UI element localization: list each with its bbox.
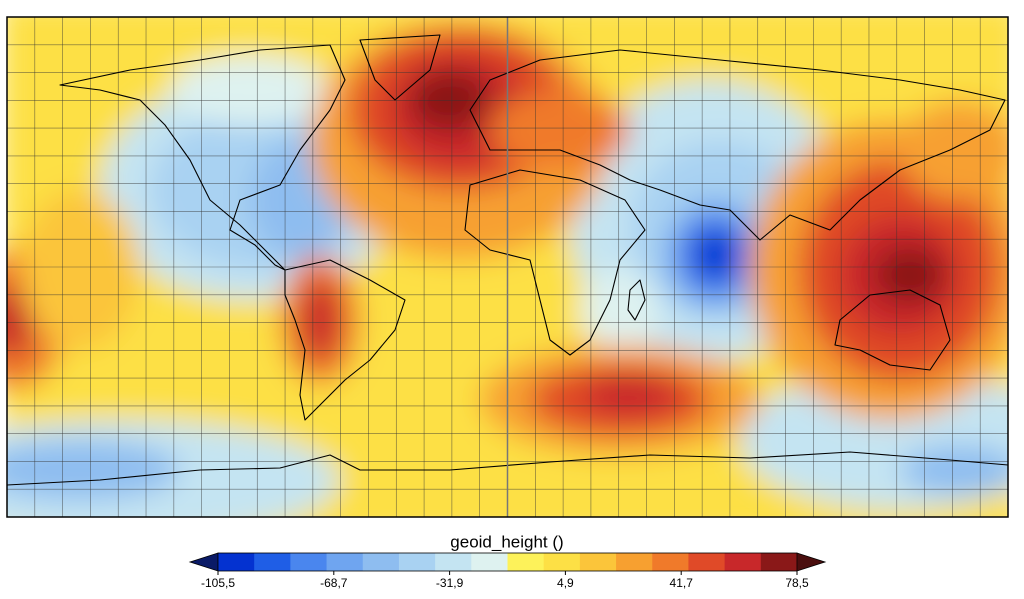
field-patch (300, 280, 340, 360)
coast-antarctica (7, 451, 1008, 486)
coast-eurasia (469, 49, 1006, 241)
geoid-field (7, 17, 1008, 517)
colorbar-bin (724, 553, 762, 571)
field-patch (697, 235, 733, 275)
colorbar-bin (760, 553, 798, 571)
field-patch (410, 70, 490, 130)
field-patch (7, 440, 180, 500)
colorbar-tick-label: 78,5 (785, 576, 809, 590)
colorbar-bin (471, 553, 508, 571)
colorbar-tick-label: -105,5 (201, 576, 235, 590)
colorbar-tick-label: -31,9 (436, 576, 464, 590)
field-patch (170, 55, 330, 125)
field-patch (900, 445, 1008, 495)
coast-madagascar (627, 279, 646, 321)
field-patch (580, 270, 660, 350)
colorbar-tick-label: 41,7 (670, 576, 694, 590)
colorbar-over (796, 552, 827, 572)
colorbar-bin (543, 553, 581, 571)
colorbar-bin (616, 553, 653, 571)
coast-south-america (284, 259, 406, 421)
colorbar-under (188, 552, 219, 572)
colorbar-title: geoid_height () (450, 532, 563, 551)
colorbar-frame (217, 552, 798, 572)
colorbar-bin (290, 553, 328, 571)
colorbar-bin (688, 553, 726, 571)
field-patch (585, 375, 675, 415)
colorbar-bin (507, 553, 545, 571)
map-frame (6, 16, 1009, 518)
colorbar-bin (218, 553, 255, 571)
coastlines (7, 34, 1008, 486)
coast-africa (464, 169, 646, 356)
colorbar-tick-label: 4,9 (557, 576, 574, 590)
colorbar-bin (652, 553, 689, 571)
field-patch (900, 100, 1008, 200)
colorbar-bin (435, 553, 472, 571)
colorbar-tick-label: -68,7 (320, 576, 348, 590)
colorbar: geoid_height () -105,5 -68,7 -31,9 4,9 41,7 7… (188, 532, 827, 590)
field-patch (875, 247, 945, 303)
field-patch (490, 90, 630, 170)
colorbar-bin (362, 553, 400, 571)
map (7, 17, 1008, 517)
coast-greenland (359, 34, 441, 101)
colorbar-bin (579, 553, 617, 571)
coast-north-america (59, 44, 346, 271)
field-patch (20, 190, 140, 350)
coast-australia (834, 289, 951, 371)
colorbar-bin (326, 553, 364, 571)
colorbar-bin (398, 553, 436, 571)
colorbar-bin (254, 553, 291, 571)
